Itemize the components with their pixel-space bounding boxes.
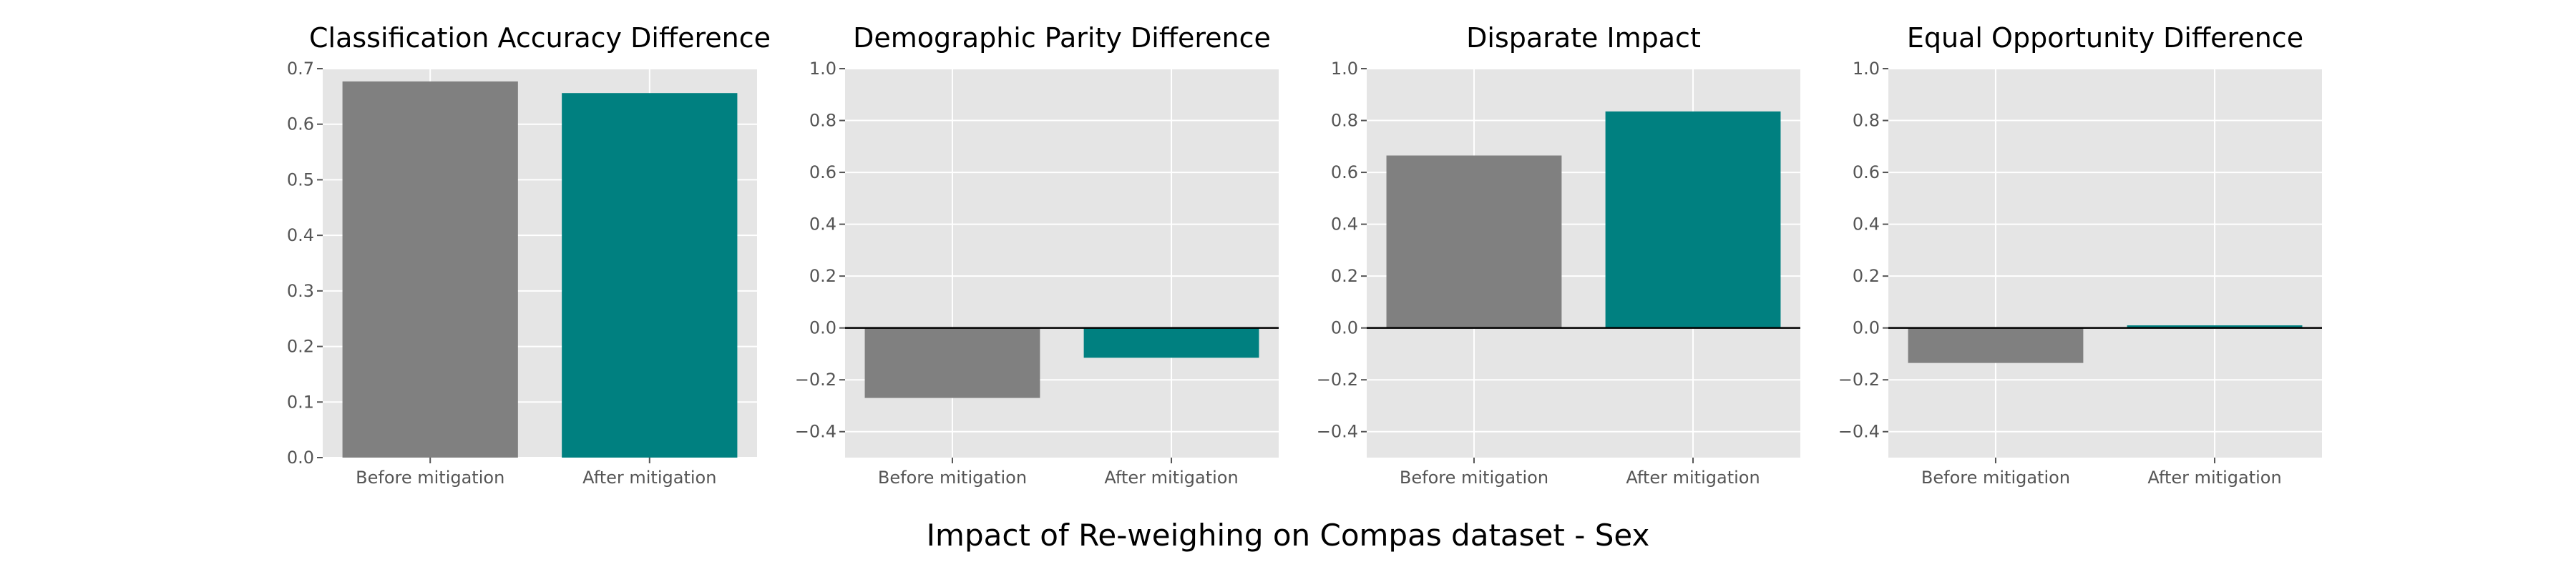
y-tick-label: 0.6 [809,162,836,182]
y-tick-label: 0.8 [809,111,836,131]
plot-area-background [845,69,1279,458]
y-tick-label: 0.0 [287,448,314,468]
y-tick-label: −0.2 [795,370,836,390]
x-tick-label: After mitigation [1626,468,1760,488]
y-tick-label: −0.4 [1838,422,1880,442]
y-tick-label: 0.0 [1853,318,1880,338]
bar-before-mitigation [1386,155,1562,328]
y-tick-label: 1.0 [1331,59,1358,79]
bar-after-mitigation [562,93,738,458]
x-tick-label: Before mitigation [1921,468,2070,488]
y-tick-label: 0.4 [1331,214,1358,235]
y-tick-label: 0.2 [809,266,836,286]
y-tick-label: 1.0 [1853,59,1880,79]
y-tick-label: 0.0 [809,318,836,338]
y-tick-label: −0.4 [795,422,836,442]
chart-panel-4: −0.4 −0.2 0.0 0.2 0.4 0.6 0.8 1.0 Before mitigat… [1838,22,2322,488]
bar-after-mitigation [2127,325,2303,328]
chart-title: Classification Accuracy Difference [309,22,771,54]
chart-title: Equal Opportunity Difference [1907,22,2303,54]
chart-panel-2: −0.4 −0.2 0.0 0.2 0.4 0.6 0.8 1.0 Before mitigat… [795,22,1279,488]
y-tick-label: 0.2 [1331,266,1358,286]
chart-title: Disparate Impact [1466,22,1701,54]
y-tick-label: 0.8 [1853,111,1880,131]
y-tick-label: 0.4 [287,225,314,245]
y-tick-label: 1.0 [809,59,836,79]
y-tick-label: 0.6 [287,114,314,134]
y-tick-label: −0.2 [1317,370,1358,390]
x-tick-label: After mitigation [2147,468,2281,488]
bar-before-mitigation [864,327,1040,398]
bar-after-mitigation [1605,111,1781,328]
y-tick-label: 0.6 [1853,162,1880,182]
x-tick-label: Before mitigation [356,468,504,488]
figure-suptitle: Impact of Re-weighing on Compas dataset … [926,518,1650,553]
y-tick-label: 0.8 [1331,111,1358,131]
y-tick-label: −0.2 [1838,370,1880,390]
y-tick-label: −0.4 [1317,422,1358,442]
x-tick-label: Before mitigation [878,468,1027,488]
x-tick-label: After mitigation [582,468,716,488]
x-tick-label: After mitigation [1104,468,1238,488]
bar-before-mitigation [1908,327,2084,363]
y-tick-label: 0.2 [287,337,314,357]
y-tick-label: 0.4 [809,214,836,235]
plot-area-background [1888,69,2322,458]
y-tick-label: 0.0 [1331,318,1358,338]
chart-panel-3: −0.4 −0.2 0.0 0.2 0.4 0.6 0.8 1.0 Before mitigat… [1317,22,1800,488]
chart-title: Demographic Parity Difference [853,22,1271,54]
y-tick-label: 0.1 [287,392,314,412]
y-tick-label: 0.6 [1331,162,1358,182]
bar-after-mitigation [1083,327,1259,358]
y-tick-label: 0.5 [287,169,314,189]
y-tick-label: 0.4 [1853,214,1880,235]
y-tick-label: 0.2 [1853,266,1880,286]
chart-panel-1: 0.0 0.1 0.2 0.3 0.4 0.5 0.6 0.7 Before mitigatio… [287,22,771,488]
bar-before-mitigation [342,81,518,458]
y-tick-label: 0.3 [287,281,314,301]
y-tick-label: 0.7 [287,59,314,79]
x-tick-label: Before mitigation [1400,468,1548,488]
